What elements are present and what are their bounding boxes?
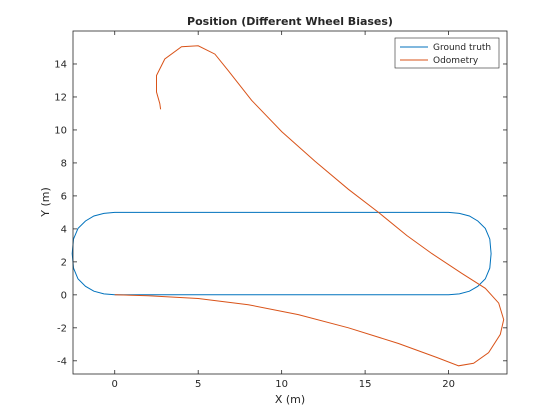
x-tick-label: 15 [359,379,372,390]
y-tick-label: 6 [61,191,67,202]
y-tick-label: 10 [54,125,67,136]
x-tick-label: 10 [275,379,288,390]
x-tick-label: 20 [442,379,455,390]
y-axis-label: Y (m) [39,187,52,218]
legend-label-ground-truth: Ground truth [433,43,491,53]
y-tick-label: 12 [54,92,67,103]
x-tick-label: 5 [195,379,201,390]
y-tick-label: 4 [61,224,67,235]
ticks-layer: 0 5 10 15 20 -4 -2 0 2 4 6 8 10 12 14 [54,31,507,390]
plot-frame [72,30,508,375]
plot-background [73,31,507,374]
chart-title: Position (Different Wheel Biases) [187,15,393,28]
y-tick-label: 0 [61,290,67,301]
legend: Ground truth Odometry [394,37,500,69]
y-tick-label: 14 [54,59,67,70]
y-tick-label: 8 [61,158,67,169]
legend-box [394,37,500,69]
x-tick-label: 0 [112,379,118,390]
y-tick-label: 2 [61,257,67,268]
legend-label-odometry: Odometry [433,56,479,66]
y-tick-label: -4 [57,356,67,367]
x-axis-label: X (m) [275,393,305,406]
y-tick-label: -2 [57,323,67,334]
series-line-odometry [114,45,505,367]
